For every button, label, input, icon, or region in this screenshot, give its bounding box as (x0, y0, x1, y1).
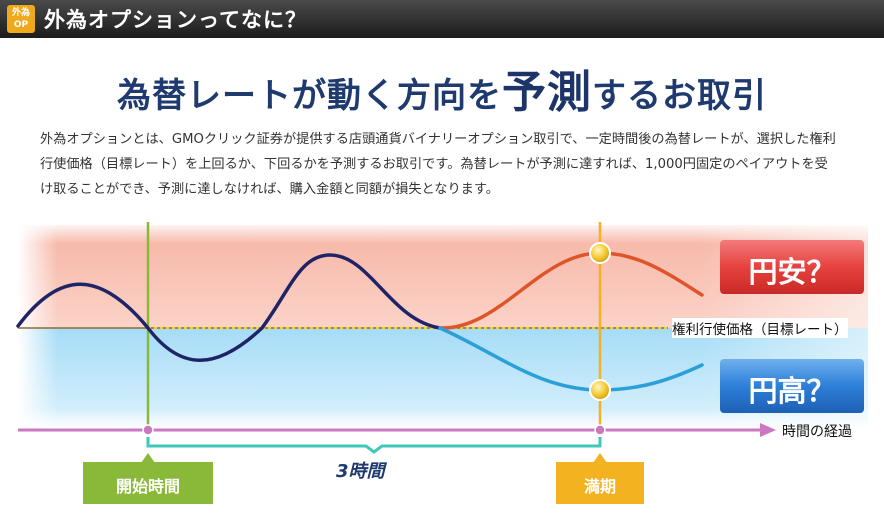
start-time-label: 開始時間 (115, 477, 180, 496)
yen-weak-box (720, 240, 864, 294)
description-text: 外為オプションとは、GMOクリック証券が提供する店頭通貨バイナリーオプション取引… (40, 132, 836, 197)
header-bar: 外為 OP 外為オプションってなに？ (0, 0, 884, 38)
heading-part1: 為替レートが動く方向を (117, 76, 502, 116)
heading-part3: するお取引 (592, 76, 767, 116)
time-axis-label: 時間の経過 (782, 424, 852, 440)
duration-label: 3時間 (336, 461, 385, 482)
op-badge-icon: 外為 OP (7, 5, 35, 33)
expiry-label: 満期 (583, 477, 616, 496)
rate-path (16, 253, 442, 362)
yen-weak-label: 円安？ (748, 255, 836, 289)
page-title: 外為オプションってなに？ (44, 8, 307, 32)
heading-part2: 予測 (502, 67, 592, 118)
strike-price-label: 権利行使価格（目標レート） (672, 318, 848, 338)
yen-strong-label: 円高？ (748, 374, 836, 408)
rate-path-up (438, 251, 704, 330)
yen-strong-box (720, 359, 864, 413)
time-axis-arrow-icon (760, 423, 776, 437)
start-marker (83, 462, 213, 504)
expiry-marker (556, 462, 644, 504)
main-heading: 為替レートが動く方向を予測するお取引 (0, 56, 884, 120)
expiry-down-dot-icon (589, 379, 611, 401)
expiry-up-dot-icon (589, 242, 611, 264)
duration-bracket (146, 437, 602, 454)
